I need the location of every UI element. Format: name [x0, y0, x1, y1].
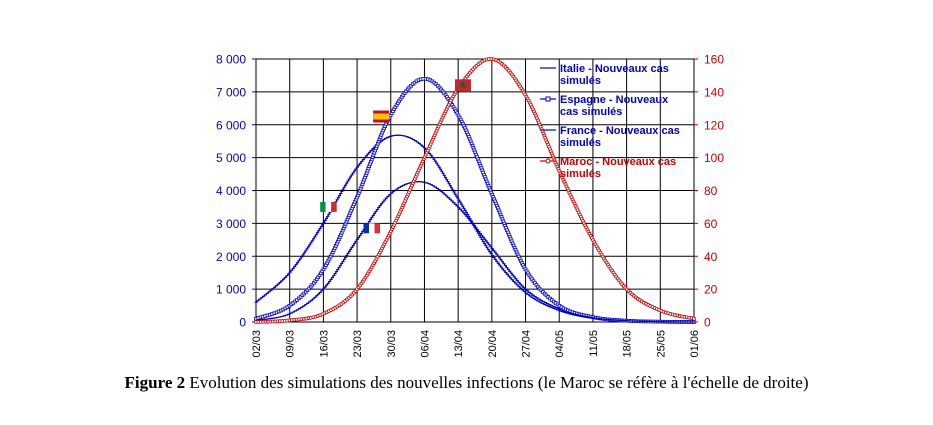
- y-right-tick-label: 0: [704, 316, 711, 330]
- legend-label-line: France - Nouveaux cas: [560, 125, 680, 137]
- flag-italie-icon: [320, 201, 337, 212]
- x-tick-label: 02/03: [251, 330, 263, 358]
- series-espagne: [254, 76, 696, 324]
- flag-france-icon: [363, 223, 381, 234]
- y-right-tick-label: 20: [704, 283, 718, 297]
- x-tick-label: 06/04: [419, 330, 431, 358]
- x-tick-label: 04/05: [554, 330, 566, 358]
- flag-stripe: [320, 201, 326, 212]
- flag-espagne-icon: [373, 110, 390, 123]
- y-left-tick-label: 2 000: [216, 250, 246, 264]
- flag-stripe: [369, 223, 375, 234]
- legend-label-line: simulés: [560, 168, 601, 180]
- series-maroc: [254, 57, 696, 324]
- legend-label: Italie - Nouveaux cas simulés: [560, 63, 669, 87]
- series-france: [254, 181, 696, 323]
- x-tick-label: 16/03: [318, 330, 330, 358]
- y-axis-left: 0 1 000 2 000 3 000 4 000 5 000 6 000 7 000 8 00…: [216, 53, 256, 330]
- x-tick-label: 27/04: [521, 330, 533, 358]
- x-tick-label: 01/06: [689, 330, 701, 358]
- y-axis-right: 0 20 40 60 80 100 120 140 160: [694, 53, 724, 330]
- y-left-tick-label: 4 000: [216, 184, 246, 198]
- legend-label-line: simulés: [560, 75, 601, 87]
- flag-star: [459, 80, 467, 89]
- x-tick-label: 20/04: [487, 330, 499, 358]
- x-axis: 02/03 09/03 16/03 23/03 30/03 06/04 13/04 20/04…: [251, 330, 701, 358]
- legend-label-line: cas simulés: [560, 106, 622, 118]
- flag-maroc-icon: [454, 79, 471, 92]
- x-tick-label: 30/03: [386, 330, 398, 358]
- legend-label-line: Maroc - Nouveaux cas: [560, 156, 676, 168]
- flag-stripe: [363, 223, 370, 234]
- series-line: [255, 78, 695, 323]
- y-right-tick-label: 40: [704, 250, 718, 264]
- flag-stripe: [331, 201, 337, 212]
- figure-caption: Figure 2 Evolution des simulations des n…: [0, 373, 933, 393]
- legend-swatch-marker: [545, 158, 551, 164]
- y-left-tick-label: 8 000: [216, 53, 246, 67]
- legend-label: France - Nouveaux cas simulés: [560, 125, 680, 149]
- y-right-tick-label: 80: [704, 184, 718, 198]
- y-left-tick-label: 6 000: [216, 118, 246, 132]
- x-tick-label: 18/05: [622, 330, 634, 358]
- legend-swatch-marker: [545, 96, 551, 102]
- legend-label: Espagne - Nouveaux cas simulés: [560, 94, 669, 118]
- y-right-tick-label: 100: [704, 151, 724, 165]
- x-tick-label: 11/05: [588, 330, 600, 357]
- flag-stripe: [374, 223, 381, 234]
- chart: 0 1 000 2 000 3 000 4 000 5 000 6 000 7 000 8 00…: [216, 53, 724, 358]
- y-right-tick-label: 140: [704, 85, 724, 99]
- x-tick-label: 23/03: [352, 330, 364, 358]
- caption-text: Evolution des simulations des nouvelles …: [185, 373, 809, 392]
- flags: [320, 79, 471, 234]
- legend-label-line: Espagne - Nouveaux: [560, 94, 669, 106]
- legend-label: Maroc - Nouveaux cas simulés: [560, 156, 676, 180]
- y-right-tick-label: 60: [704, 217, 718, 231]
- x-tick-label: 09/03: [285, 330, 297, 358]
- series-marker: [692, 316, 696, 321]
- y-left-tick-label: 5 000: [216, 151, 246, 165]
- legend-label-line: simulés: [560, 137, 601, 149]
- y-left-tick-label: 1 000: [216, 283, 246, 297]
- y-right-tick-label: 160: [704, 53, 724, 67]
- flag-field: [454, 79, 471, 92]
- legend-label-line: Italie - Nouveaux cas: [560, 63, 669, 75]
- y-left-tick-label: 7 000: [216, 85, 246, 99]
- flag-stripe: [373, 113, 390, 120]
- flag-stripe: [325, 201, 332, 212]
- x-tick-label: 13/04: [453, 330, 465, 358]
- x-tick-label: 25/05: [655, 330, 667, 358]
- caption-label: Figure 2: [124, 373, 186, 392]
- y-left-tick-label: 0: [239, 316, 246, 330]
- y-left-tick-label: 3 000: [216, 217, 246, 231]
- y-right-tick-label: 120: [704, 118, 724, 132]
